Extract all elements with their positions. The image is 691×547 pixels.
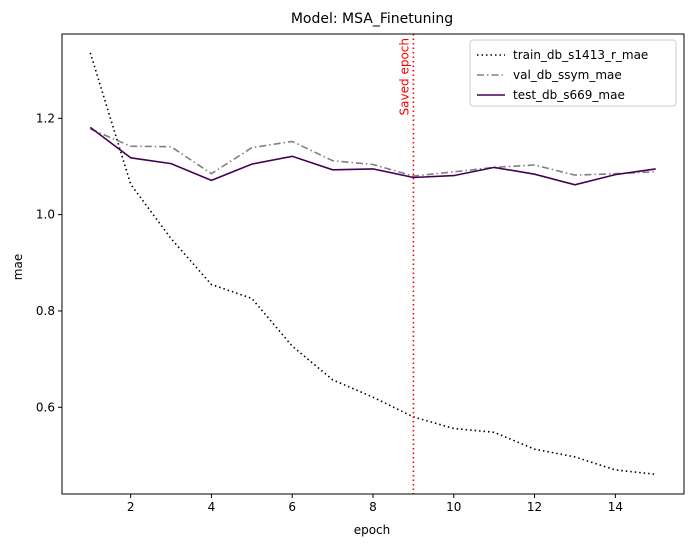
legend-label-2: test_db_s669_mae [513, 88, 625, 102]
x-tick-label: 2 [127, 500, 135, 514]
plot-area: Saved epoch [61, 33, 685, 495]
y-tick-label: 1.0 [36, 208, 55, 222]
y-axis-label: mae [11, 254, 25, 280]
y-tick-label: 1.2 [36, 111, 55, 125]
legend: train_db_s1413_r_mae val_db_ssym_mae test_… [469, 39, 677, 107]
x-tick-label: 4 [208, 500, 216, 514]
x-tick-label: 10 [446, 500, 461, 514]
legend-box [469, 39, 677, 107]
series-line-0 [89, 52, 656, 476]
y-tick-label: 0.6 [36, 400, 55, 414]
chart-title: Model: MSA_Finetuning [291, 11, 453, 27]
saved-epoch-label: Saved epoch [397, 38, 411, 115]
y-axis: 0.6 0.8 1.0 1.2 [36, 111, 62, 414]
x-axis-label: epoch [354, 523, 391, 537]
x-axis: 2 4 6 8 10 12 14 [127, 494, 623, 514]
x-tick-label: 6 [288, 500, 296, 514]
x-tick-label: 12 [527, 500, 542, 514]
legend-label-1: val_db_ssym_mae [513, 68, 622, 82]
x-tick-label: 8 [369, 500, 377, 514]
series-line-2 [89, 126, 656, 186]
x-tick-label: 14 [608, 500, 623, 514]
y-tick-label: 0.8 [36, 304, 55, 318]
legend-label-0: train_db_s1413_r_mae [513, 48, 648, 62]
series-line-1 [89, 128, 656, 177]
